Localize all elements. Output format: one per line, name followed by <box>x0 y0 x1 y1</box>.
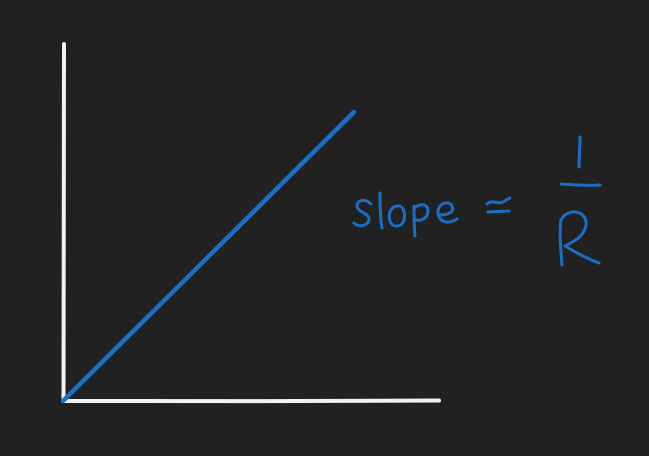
linear-line <box>60 109 357 404</box>
fraction-one-over-r: 1 R <box>558 135 602 267</box>
axes <box>61 42 441 404</box>
slope-label: slope <box>352 191 459 238</box>
slope-annotation: slope ≃ 1 R <box>352 135 602 267</box>
denominator-r <box>558 210 601 267</box>
x-axis <box>61 398 441 404</box>
numerator-one <box>577 135 582 169</box>
approx-equal-sign: ≃ <box>485 196 512 214</box>
y-axis <box>61 42 66 403</box>
fraction-bar <box>559 182 602 187</box>
